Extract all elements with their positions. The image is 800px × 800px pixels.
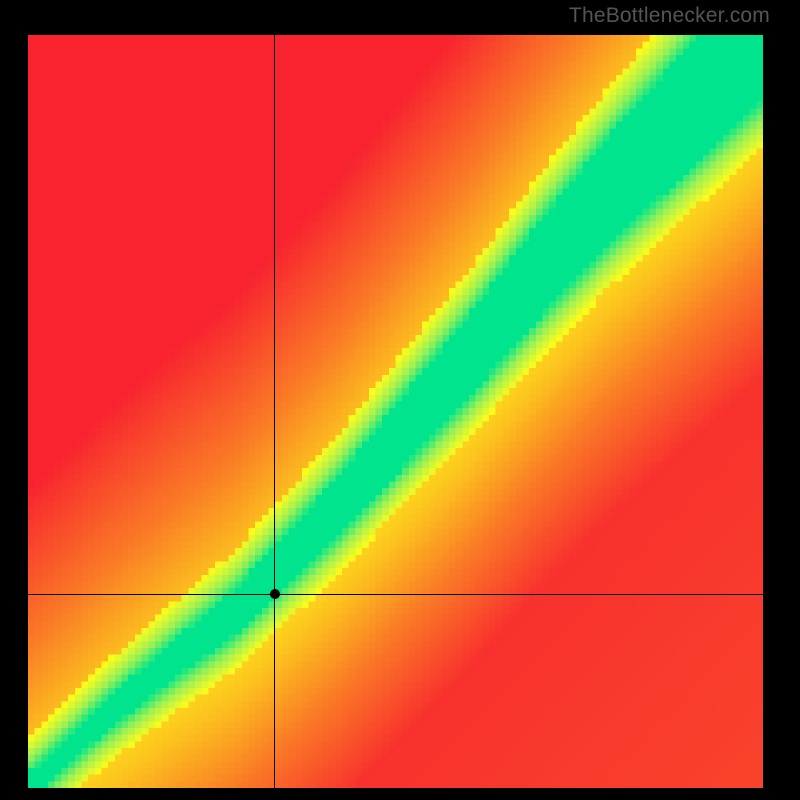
bottleneck-heatmap	[28, 35, 763, 788]
chart-container: TheBottlenecker.com	[0, 0, 800, 800]
watermark-text: TheBottlenecker.com	[569, 4, 770, 28]
